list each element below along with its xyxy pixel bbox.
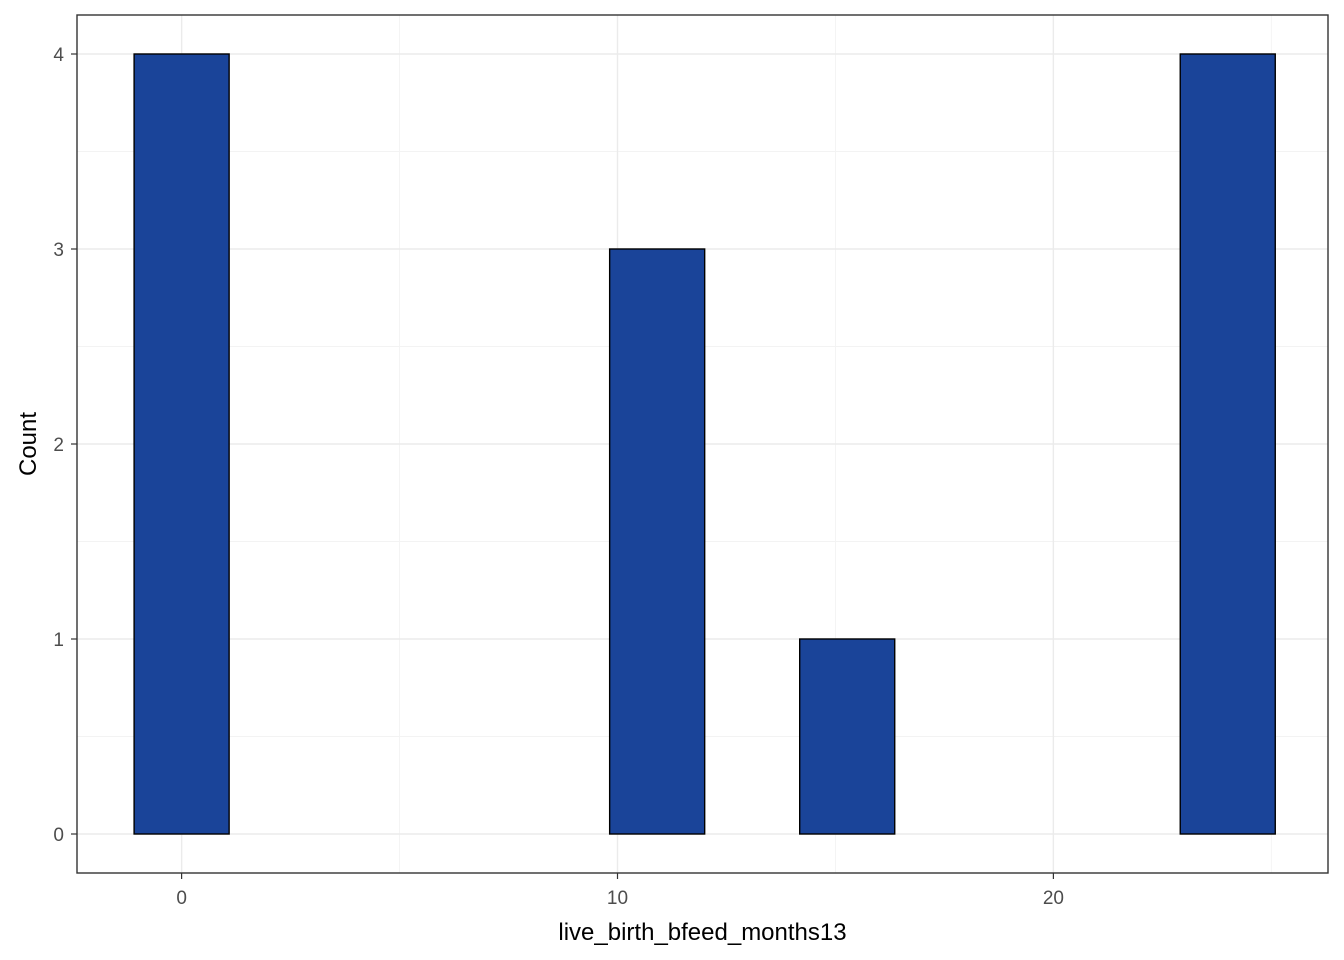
histogram-bar [608, 248, 706, 835]
y-tick-label: 2 [53, 435, 64, 456]
histogram-bar [1179, 53, 1276, 835]
y-tick-label: 0 [53, 825, 64, 846]
x-axis-title: live_birth_bfeed_months13 [558, 919, 846, 946]
y-axis-title: Count [15, 412, 42, 476]
y-tick-label: 4 [53, 45, 64, 66]
x-tick-label: 10 [607, 888, 628, 909]
histogram-bar [799, 638, 896, 835]
x-tick-label: 20 [1043, 888, 1064, 909]
histogram-bar [133, 53, 230, 835]
axis-tick-labels: 0 10 20 0 1 2 3 4 [53, 45, 1064, 909]
histogram-bars [133, 53, 1276, 835]
y-tick-label: 3 [53, 240, 64, 261]
axis-ticks [71, 53, 1054, 879]
y-tick-label: 1 [53, 630, 64, 651]
x-tick-label: 0 [176, 888, 187, 909]
